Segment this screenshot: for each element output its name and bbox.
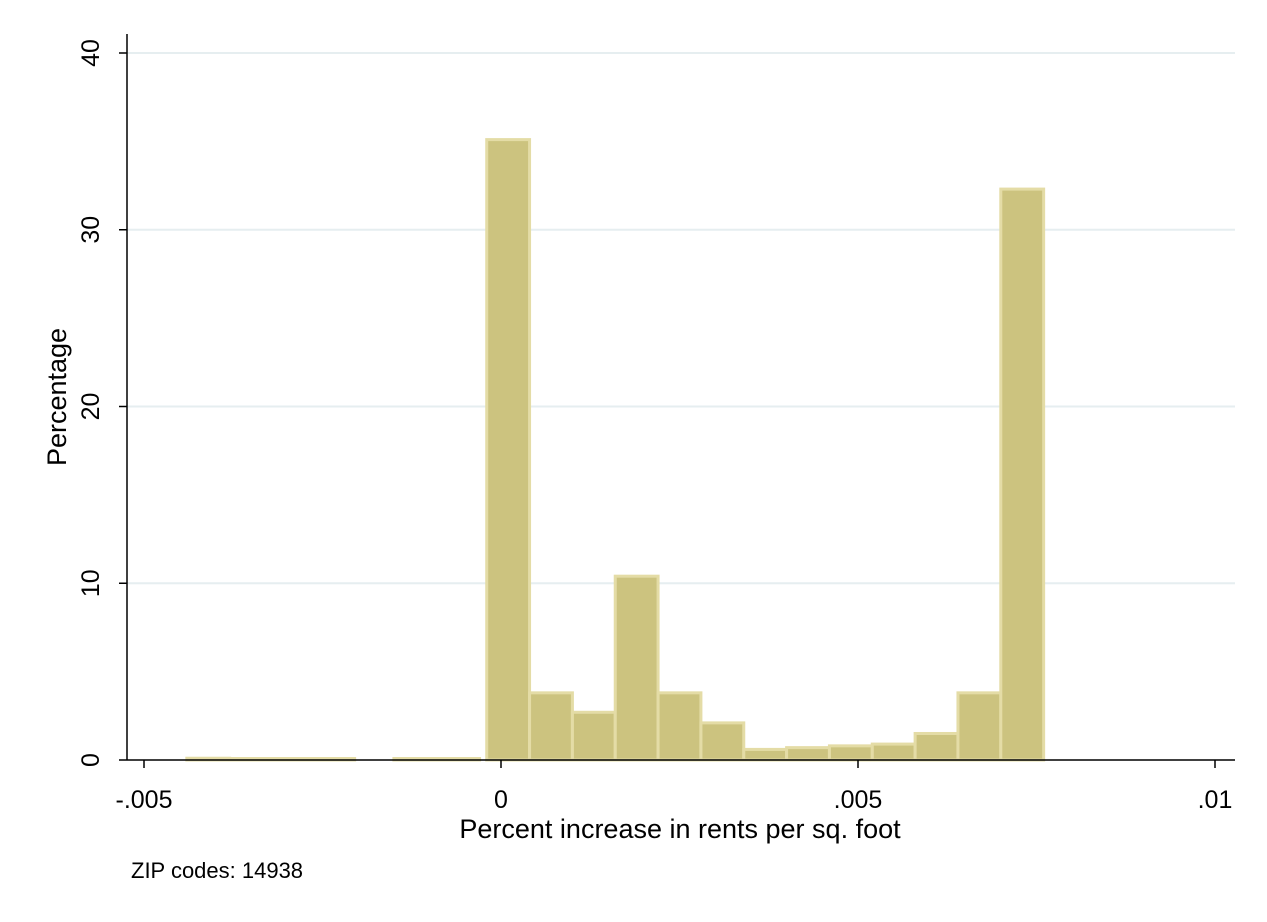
histogram-bar-13 (785, 746, 831, 762)
histogram-bar-11 (699, 721, 746, 762)
histogram-bar-12 (742, 747, 789, 762)
x-tick-label-2: .005 (834, 786, 883, 814)
x-tick-label-3: .01 (1198, 786, 1233, 814)
y-tick-label-3: 30 (77, 216, 105, 244)
histogram-bar-14 (827, 744, 874, 762)
histogram-bar-8 (570, 710, 617, 762)
gridlines (127, 52, 1235, 585)
histogram-bar-6 (485, 138, 532, 762)
y-axis-title: Percentage (42, 328, 72, 466)
histogram-bar-15 (870, 742, 917, 762)
y-axis-ticks: 0 10 20 30 40 (77, 39, 127, 767)
chart-note: ZIP codes: 14938 (131, 858, 303, 883)
y-tick-label-4: 40 (77, 39, 105, 67)
histogram-bar-18 (999, 187, 1046, 762)
histogram-bar-17 (956, 691, 1003, 762)
histogram-bar-10 (656, 691, 703, 762)
x-tick-label-0: -.005 (116, 786, 173, 814)
histogram-bar-16 (913, 731, 960, 762)
x-axis-ticks: -.005 0 .005 .01 (116, 760, 1233, 814)
x-axis-title: Percent increase in rents per sq. foot (459, 814, 901, 844)
histogram-bar-9 (613, 574, 660, 762)
y-tick-label-2: 20 (77, 393, 105, 421)
histogram-bar-7 (528, 691, 574, 762)
x-tick-label-1: 0 (494, 786, 508, 814)
y-tick-label-1: 10 (77, 569, 105, 597)
histogram-bars (185, 138, 1046, 762)
y-tick-label-0: 0 (77, 753, 105, 767)
